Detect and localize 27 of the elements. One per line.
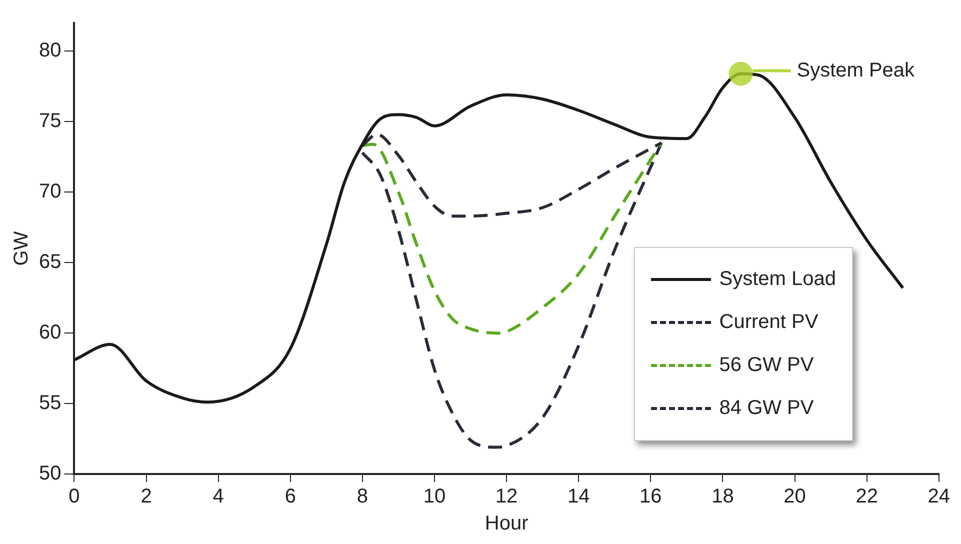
y-tick-label: 65 (38, 251, 62, 274)
x-tick-label: 6 (284, 486, 296, 508)
x-tick-label: 14 (567, 486, 590, 508)
y-tick-label: 75 (38, 110, 62, 132)
x-tick-label: 20 (784, 486, 806, 508)
y-tick-label: 60 (38, 322, 62, 344)
legend-label: 56 GW PV (719, 354, 814, 377)
x-tick-label: 10 (423, 486, 446, 508)
y-axis-title: GW (10, 231, 33, 266)
annotation: System Peak (796, 59, 916, 82)
legend-label: System Load (719, 268, 836, 291)
x-tick-label: 0 (68, 486, 80, 508)
legend-label: Current PV (719, 311, 818, 334)
x-tick-label: 12 (495, 486, 518, 508)
x-tick-label: 16 (640, 486, 662, 508)
y-tick-label: 55 (38, 392, 62, 414)
x-tick-label: 24 (928, 486, 950, 508)
x-tick-label: 22 (856, 486, 878, 508)
x-axis-title: Hour (484, 512, 529, 535)
x-tick-label: 8 (356, 486, 368, 508)
x-tick-label: 18 (712, 486, 734, 508)
y-tick-label: 70 (38, 180, 62, 203)
x-tick-label: 4 (212, 486, 224, 508)
y-tick-label: 80 (38, 40, 62, 62)
x-tick-label: 2 (140, 486, 152, 508)
legend-label: 84 GW PV (719, 397, 814, 420)
y-tick-label: 50 (38, 462, 62, 485)
